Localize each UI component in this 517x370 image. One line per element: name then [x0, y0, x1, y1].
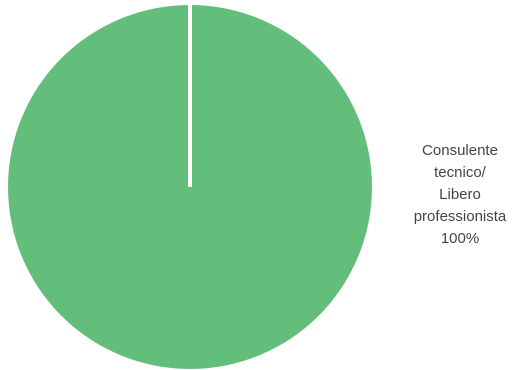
slice-label-line: Libero	[439, 186, 481, 203]
slice-label-line: Consulente	[422, 142, 498, 159]
pie-slices	[8, 5, 372, 369]
slice-label-0: Consulente tecnico/Libero professionista 10…	[414, 142, 507, 247]
slice-percent-label: 100%	[441, 230, 479, 247]
slice-label-line: professionista	[414, 208, 507, 225]
slice-label-line: tecnico/	[434, 164, 487, 181]
slice-labels: Consulente tecnico/Libero professionista 10…	[414, 142, 507, 247]
